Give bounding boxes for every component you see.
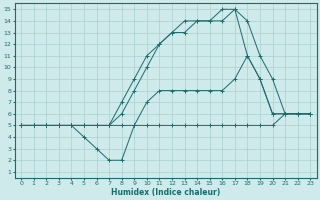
X-axis label: Humidex (Indice chaleur): Humidex (Indice chaleur) bbox=[111, 188, 220, 197]
